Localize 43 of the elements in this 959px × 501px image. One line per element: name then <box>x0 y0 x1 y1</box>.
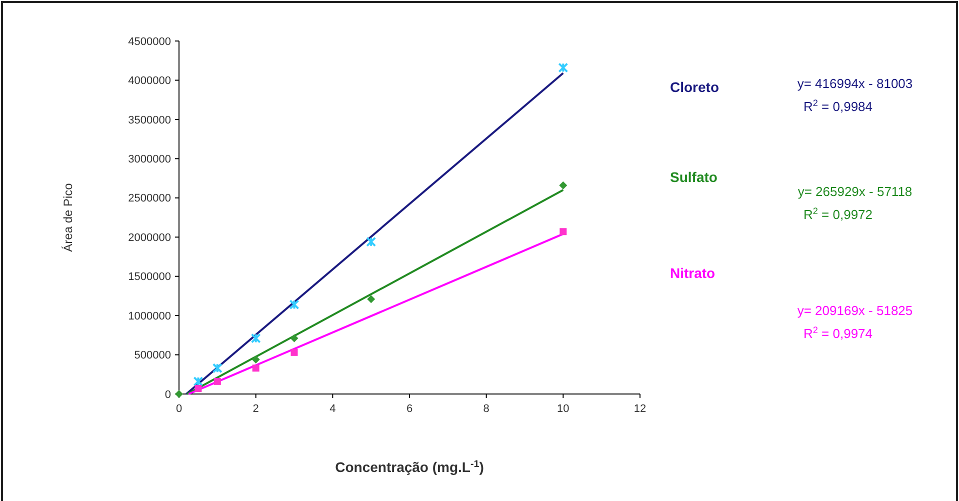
x-axis-title: Concentração (mg.L$^{-1}$) <box>335 458 484 475</box>
text: y= 209169x - 51825 <box>797 303 913 318</box>
point <box>367 295 376 304</box>
y-tick-label: 500000 <box>134 350 171 362</box>
y-tick-label: 2000000 <box>128 232 171 244</box>
point <box>290 348 298 356</box>
point <box>193 376 204 386</box>
x-tick-label: 4 <box>330 403 336 415</box>
point <box>558 62 568 73</box>
x-tick-label: 8 <box>483 403 490 415</box>
point <box>560 228 567 236</box>
point <box>250 333 261 344</box>
x-tick-label: 2 <box>252 403 259 415</box>
point <box>252 355 260 364</box>
text: Cloreto <box>670 79 719 95</box>
point <box>194 385 202 392</box>
point <box>252 364 260 372</box>
y-tick-label: 1500000 <box>128 271 171 284</box>
text: R$^{2}$ = 0,9984 <box>803 98 873 114</box>
point <box>289 300 300 310</box>
text: Sulfato <box>670 169 718 185</box>
text: Nitrato <box>670 265 716 281</box>
x-tick-label: 12 <box>634 403 646 415</box>
y-tick-label: 3500000 <box>128 114 171 126</box>
y-tick-label: 2500000 <box>128 192 171 205</box>
y-tick-label: 1000000 <box>128 310 171 322</box>
point <box>559 181 568 190</box>
point <box>290 334 298 342</box>
point <box>366 236 376 247</box>
text: y= 416994x - 81003 <box>797 76 913 91</box>
point <box>214 378 221 385</box>
text: R$^{2}$ = 0,9974 <box>803 325 873 341</box>
point <box>212 363 222 374</box>
y-axis-title: Área de Pico <box>61 182 75 252</box>
x-tick-label: 0 <box>176 403 182 415</box>
y-tick-label: 4500000 <box>128 36 171 48</box>
y-tick-label: 4000000 <box>128 75 171 88</box>
y-tick-label: 0 <box>164 388 171 401</box>
text: R$^{2}$ = 0,9972 <box>803 206 873 222</box>
text: y= 265929x - 57118 <box>798 184 912 199</box>
x-tick-label: 10 <box>557 403 570 415</box>
y-tick-label: 3000000 <box>128 154 171 166</box>
x-tick-label: 6 <box>406 403 413 415</box>
